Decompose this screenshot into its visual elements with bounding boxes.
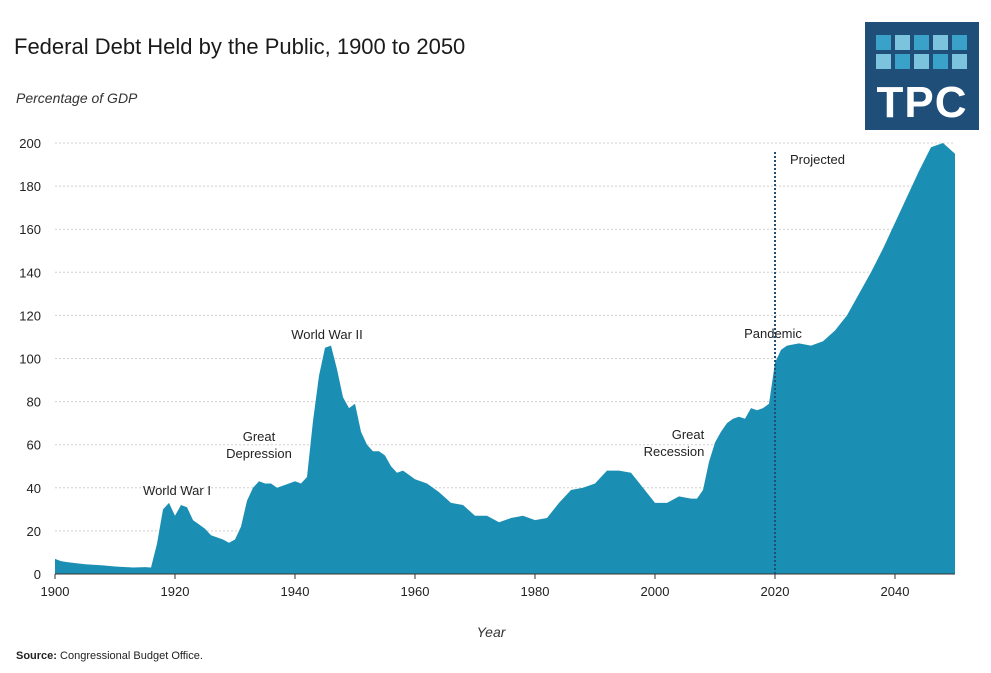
x-tick-label: 1920 <box>161 584 190 599</box>
y-tick-label: 0 <box>34 567 41 582</box>
annotation-world-war-i: World War I <box>143 483 211 498</box>
debt-area <box>55 143 955 574</box>
y-tick-label: 180 <box>19 179 41 194</box>
y-tick-labels: 0 20 40 60 80 100 120 140 160 180 200 <box>19 136 41 582</box>
y-tick-label: 140 <box>19 265 41 280</box>
annotation-pandemic: Pandemic <box>744 326 802 341</box>
y-tick-label: 60 <box>27 438 41 453</box>
y-tick-label: 40 <box>27 481 41 496</box>
source-note: Source: Congressional Budget Office. <box>16 650 203 662</box>
x-tick-labels: 1900 1920 1940 1960 1980 2000 2020 2040 <box>41 574 910 599</box>
annotation-great-recession-line1: Great <box>672 427 705 442</box>
y-tick-label: 80 <box>27 395 41 410</box>
annotation-world-war-ii: World War II <box>291 327 363 342</box>
y-tick-label: 120 <box>19 308 41 323</box>
source-label: Source: <box>16 650 57 662</box>
x-tick-label: 1900 <box>41 584 70 599</box>
x-axis-label: Year <box>477 624 507 640</box>
y-tick-label: 160 <box>19 222 41 237</box>
chart-title: Federal Debt Held by the Public, 1900 to… <box>14 34 466 59</box>
annotation-great-depression-line2: Depression <box>226 446 292 461</box>
source-text: Congressional Budget Office. <box>60 650 203 662</box>
annotation-great-depression-line1: Great <box>243 429 276 444</box>
logo-text: TPC <box>876 78 968 127</box>
x-tick-label: 1960 <box>401 584 430 599</box>
annotation-great-recession-line2: Recession <box>644 444 705 459</box>
y-tick-label: 100 <box>19 352 41 367</box>
x-tick-label: 2040 <box>881 584 910 599</box>
y-tick-label: 20 <box>27 524 41 539</box>
x-tick-label: 2000 <box>641 584 670 599</box>
y-axis-label: Percentage of GDP <box>16 90 138 106</box>
x-tick-label: 1940 <box>281 584 310 599</box>
annotation-projected: Projected <box>790 152 845 167</box>
y-tick-label: 200 <box>19 136 41 151</box>
tpc-logo: TPC <box>865 22 979 130</box>
x-tick-label: 2020 <box>761 584 790 599</box>
x-tick-label: 1980 <box>521 584 550 599</box>
